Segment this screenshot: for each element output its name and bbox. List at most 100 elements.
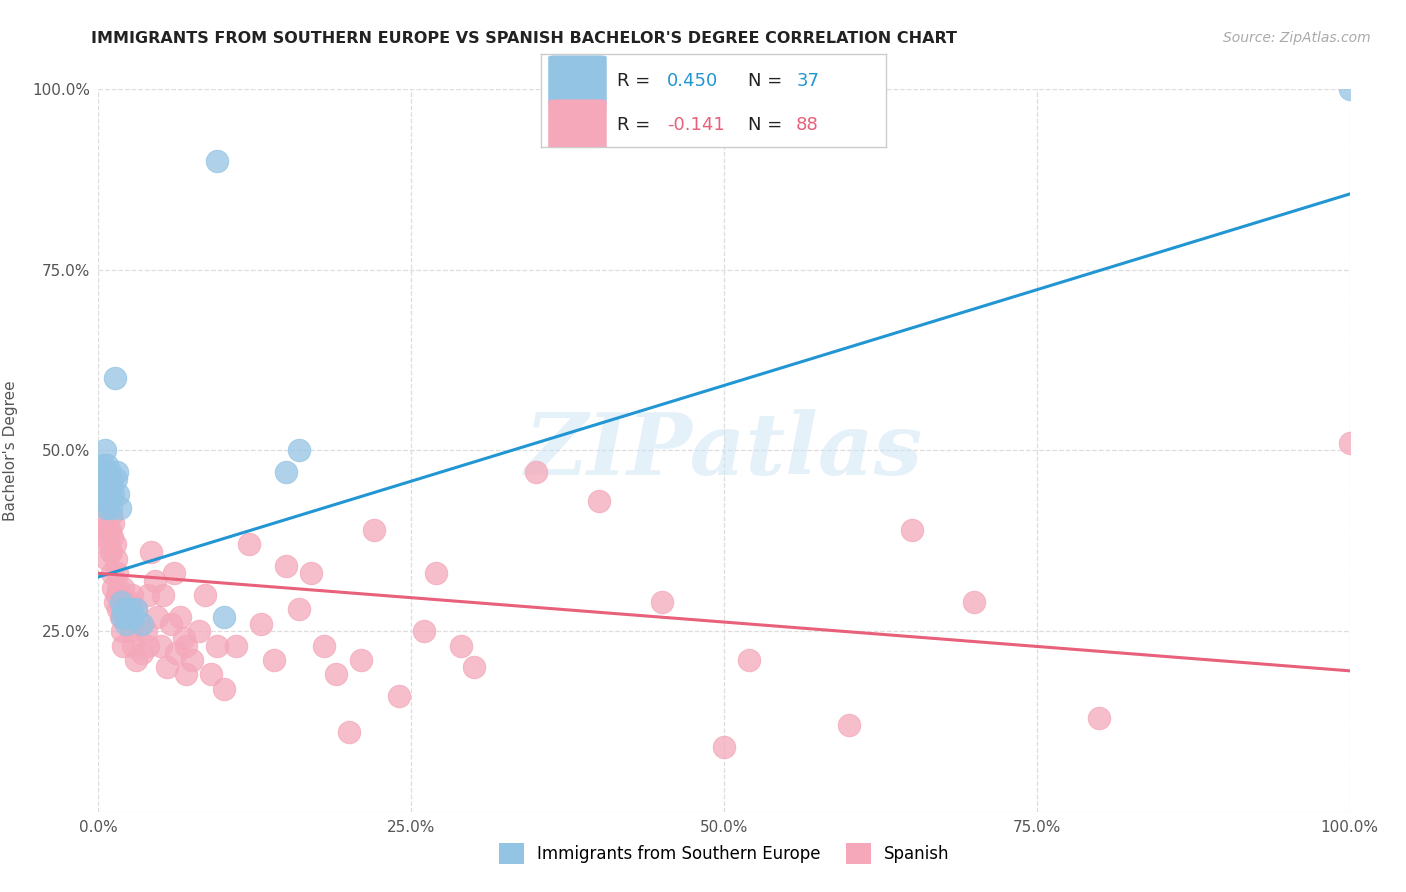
Point (350, 653, 373, 667)
Point (274, 559, 298, 574)
Point (112, 639, 135, 653)
Point (138, 639, 160, 653)
Text: ZIPatlas: ZIPatlas (524, 409, 924, 492)
Point (107, 487, 129, 501)
Point (112, 602, 135, 616)
Text: N =: N = (748, 116, 787, 134)
Point (128, 616, 150, 631)
Point (94, 480, 117, 494)
Point (100, 508, 122, 523)
Point (93, 508, 115, 523)
Text: 88: 88 (796, 116, 818, 134)
Point (122, 639, 145, 653)
Point (138, 588, 160, 602)
Point (1088, 711, 1111, 725)
Point (963, 595, 986, 609)
Point (103, 487, 125, 501)
Point (173, 632, 195, 646)
Point (111, 609, 134, 624)
Point (96, 551, 118, 566)
Point (120, 624, 142, 639)
Point (91, 523, 114, 537)
Point (98, 523, 121, 537)
Point (337, 725, 360, 739)
Point (363, 523, 385, 537)
Point (93, 494, 115, 508)
Point (135, 624, 157, 639)
Point (93, 487, 115, 501)
Point (105, 566, 128, 581)
Point (425, 566, 447, 581)
Point (312, 639, 335, 653)
Point (97, 472, 120, 486)
Point (121, 588, 143, 602)
Legend: Immigrants from Southern Europe, Spanish: Immigrants from Southern Europe, Spanish (491, 835, 957, 872)
Point (200, 667, 222, 681)
Text: R =: R = (617, 71, 657, 90)
Point (120, 602, 142, 616)
Point (98, 465, 121, 479)
Point (162, 566, 184, 581)
Point (463, 660, 485, 674)
Text: 0.450: 0.450 (666, 71, 718, 90)
Point (104, 537, 127, 551)
Point (287, 443, 309, 458)
Point (107, 581, 129, 595)
Point (207, 154, 229, 169)
Text: Source: ZipAtlas.com: Source: ZipAtlas.com (1223, 31, 1371, 45)
Point (98, 487, 121, 501)
Point (100, 480, 122, 494)
Point (101, 530, 124, 544)
Point (103, 581, 125, 595)
Point (146, 609, 169, 624)
Point (250, 616, 273, 631)
Point (97, 501, 120, 516)
Point (187, 624, 209, 639)
Point (115, 609, 138, 624)
Point (143, 574, 166, 588)
Point (122, 609, 145, 624)
Point (160, 616, 183, 631)
Point (274, 465, 298, 479)
Point (94, 523, 117, 537)
Point (388, 689, 411, 703)
Text: IMMIGRANTS FROM SOUTHERN EUROPE VS SPANISH BACHELOR'S DEGREE CORRELATION CHART: IMMIGRANTS FROM SOUTHERN EUROPE VS SPANI… (91, 31, 957, 46)
Point (325, 667, 347, 681)
Point (117, 609, 139, 624)
Point (104, 472, 127, 486)
Point (93, 530, 115, 544)
Point (1339, 436, 1361, 450)
Point (103, 516, 125, 530)
Point (104, 551, 127, 566)
Point (91, 472, 114, 486)
Y-axis label: Bachelor's Degree: Bachelor's Degree (3, 380, 18, 521)
Point (100, 544, 122, 558)
Point (156, 660, 179, 674)
Point (238, 537, 260, 551)
Point (110, 609, 132, 624)
Text: R =: R = (617, 116, 657, 134)
Point (96, 487, 118, 501)
Point (111, 624, 134, 639)
Point (838, 718, 860, 732)
Point (212, 609, 235, 624)
Point (93, 494, 115, 508)
Point (115, 616, 138, 631)
Point (110, 595, 132, 609)
Point (94, 501, 117, 516)
Point (299, 566, 322, 581)
Point (125, 602, 148, 616)
Point (150, 639, 173, 653)
Text: -0.141: -0.141 (666, 116, 724, 134)
Point (1339, 82, 1361, 96)
Point (139, 544, 162, 558)
Text: N =: N = (748, 71, 787, 90)
Point (125, 602, 148, 616)
Point (105, 465, 128, 479)
Point (96, 480, 118, 494)
Point (174, 667, 197, 681)
Point (108, 595, 131, 609)
Point (212, 681, 235, 696)
Point (174, 639, 197, 653)
FancyBboxPatch shape (548, 99, 607, 150)
